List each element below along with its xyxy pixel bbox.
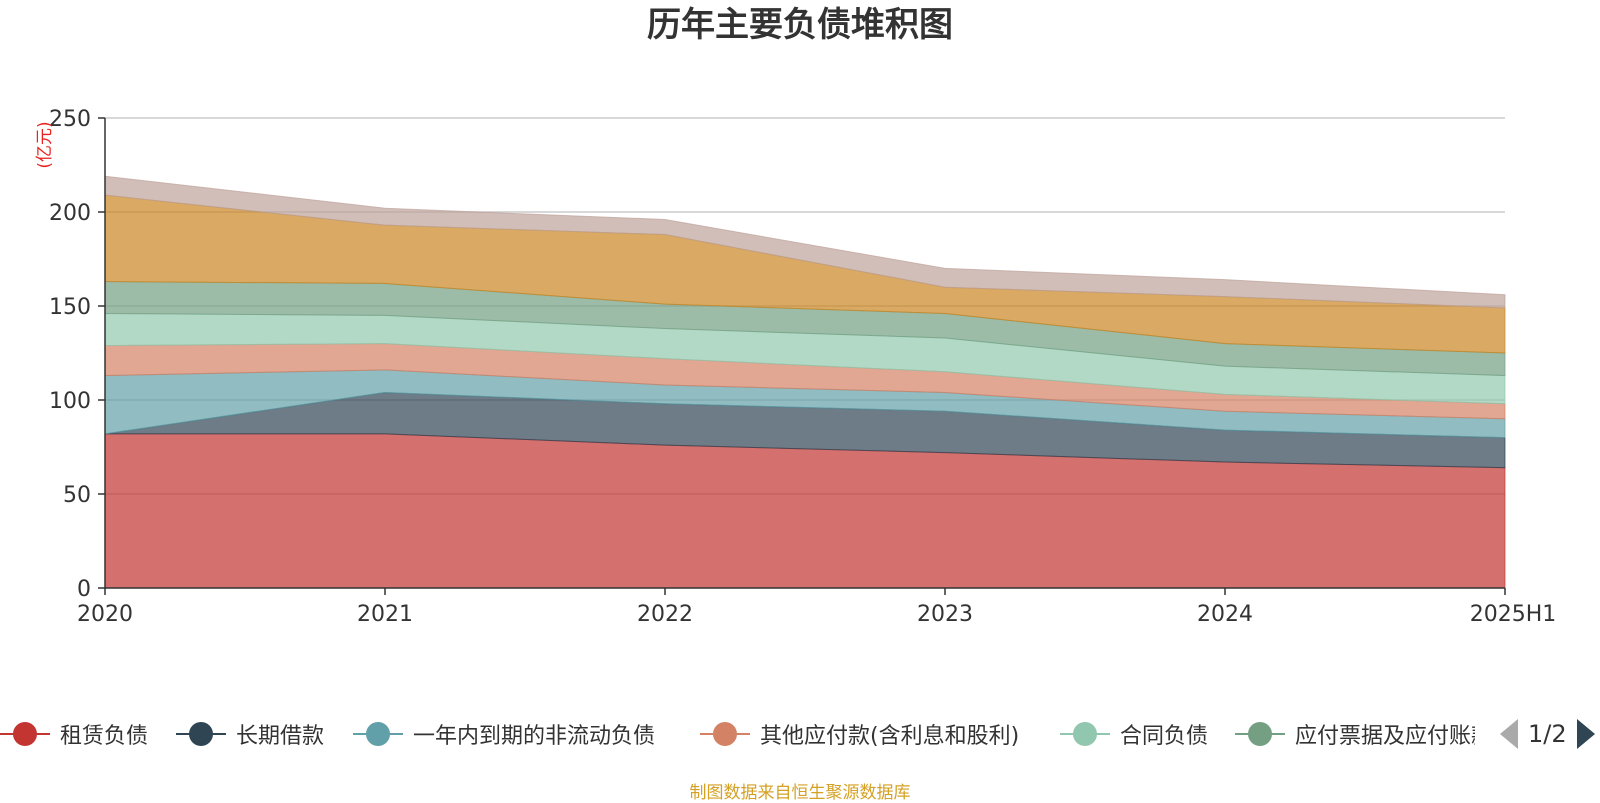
legend-item[interactable]: 合同负债 xyxy=(1060,714,1208,754)
legend-marker-icon xyxy=(353,721,403,747)
legend-marker-icon xyxy=(0,721,50,747)
x-tick-label: 2022 xyxy=(637,602,693,627)
legend-items: 租赁负债 长期借款 一年内到期的非流动负债 其他应付款(含利息和股利) 合同负债 应付票据… xyxy=(0,714,1475,754)
legend-marker-icon xyxy=(176,721,226,747)
y-tick-label: 0 xyxy=(77,577,91,602)
legend-marker-icon xyxy=(1060,721,1110,747)
legend-marker-icon xyxy=(1235,721,1285,747)
x-tick-label: 2023 xyxy=(917,602,973,627)
x-tick-label: 2024 xyxy=(1197,602,1253,627)
x-tick-label: 2025H1 xyxy=(1470,602,1557,627)
x-tick-label: 2020 xyxy=(77,602,133,627)
legend-label: 应付票据及应付账款 xyxy=(1295,724,1475,749)
page-indicator: 1/2 xyxy=(1528,720,1567,748)
stacked-areas xyxy=(104,175,1506,589)
y-tick-label: 250 xyxy=(49,107,91,132)
legend-label: 一年内到期的非流动负债 xyxy=(413,724,656,749)
y-tick-label: 200 xyxy=(49,201,91,226)
y-tick-label: 100 xyxy=(49,389,91,414)
x-tick-label: 2021 xyxy=(357,602,413,627)
legend: 租赁负债 长期借款 一年内到期的非流动负债 其他应付款(含利息和股利) 合同负债 应付票据… xyxy=(0,714,1600,754)
legend-label: 租赁负债 xyxy=(60,724,149,749)
source-note: 制图数据来自恒生聚源数据库 xyxy=(689,783,911,803)
legend-item[interactable]: 长期借款 xyxy=(176,714,324,754)
chart-title: 历年主要负债堆积图 xyxy=(647,5,953,45)
y-tick-label: 150 xyxy=(49,295,91,320)
legend-pager: 1/2 xyxy=(1500,714,1595,754)
legend-item[interactable]: 租赁负债 xyxy=(0,714,148,754)
axes xyxy=(98,117,1506,595)
next-page-arrow-icon[interactable] xyxy=(1576,719,1595,749)
legend-item[interactable]: 一年内到期的非流动负债 xyxy=(353,714,655,754)
area-series-7 xyxy=(104,175,1506,309)
prev-page-arrow-icon[interactable] xyxy=(1500,719,1518,749)
tick-labels: 0 50 100 150 200 250 2020 2021 2022 2023 2024 2025H… xyxy=(49,107,1556,627)
y-axis-unit-label: (亿元) xyxy=(35,121,55,168)
y-tick-label: 50 xyxy=(63,483,91,508)
legend-item[interactable]: 应付票据及应付账款 xyxy=(1235,714,1475,754)
legend-item[interactable]: 其他应付款(含利息和股利) xyxy=(700,714,1019,754)
legend-label: 其他应付款(含利息和股利) xyxy=(760,724,1020,749)
legend-label: 长期借款 xyxy=(236,724,325,749)
legend-marker-icon xyxy=(700,721,750,747)
legend-label: 合同负债 xyxy=(1120,724,1209,749)
